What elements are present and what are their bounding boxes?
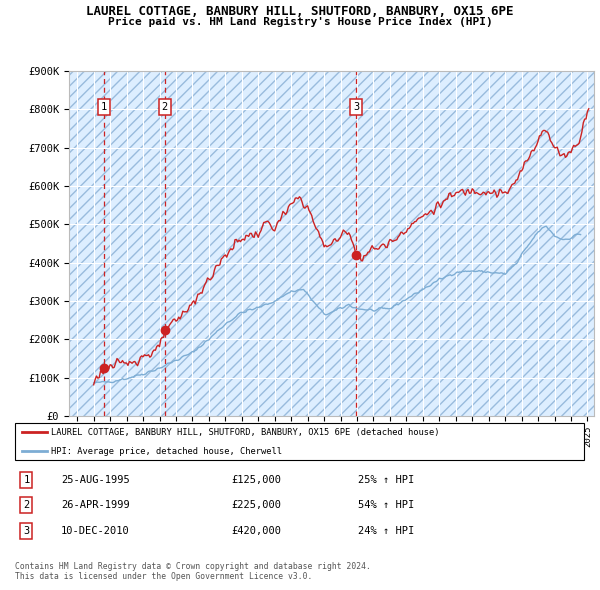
Text: 10-DEC-2010: 10-DEC-2010 [61,526,130,536]
Text: £125,000: £125,000 [231,475,281,485]
Text: LAUREL COTTAGE, BANBURY HILL, SHUTFORD, BANBURY, OX15 6PE: LAUREL COTTAGE, BANBURY HILL, SHUTFORD, … [86,5,514,18]
Text: Price paid vs. HM Land Registry's House Price Index (HPI): Price paid vs. HM Land Registry's House … [107,17,493,27]
Text: 25% ↑ HPI: 25% ↑ HPI [358,475,414,485]
Text: 3: 3 [23,526,29,536]
Text: LAUREL COTTAGE, BANBURY HILL, SHUTFORD, BANBURY, OX15 6PE (detached house): LAUREL COTTAGE, BANBURY HILL, SHUTFORD, … [51,428,440,437]
Text: 1: 1 [101,102,107,112]
Text: £225,000: £225,000 [231,500,281,510]
Text: 3: 3 [353,102,359,112]
Text: Contains HM Land Registry data © Crown copyright and database right 2024.
This d: Contains HM Land Registry data © Crown c… [15,562,371,581]
FancyBboxPatch shape [15,423,584,460]
Text: 25-AUG-1995: 25-AUG-1995 [61,475,130,485]
Text: 2: 2 [161,102,168,112]
Text: £420,000: £420,000 [231,526,281,536]
Text: 26-APR-1999: 26-APR-1999 [61,500,130,510]
Text: 54% ↑ HPI: 54% ↑ HPI [358,500,414,510]
Text: 24% ↑ HPI: 24% ↑ HPI [358,526,414,536]
Text: 1: 1 [23,475,29,485]
Text: 2: 2 [23,500,29,510]
Text: HPI: Average price, detached house, Cherwell: HPI: Average price, detached house, Cher… [51,447,282,456]
